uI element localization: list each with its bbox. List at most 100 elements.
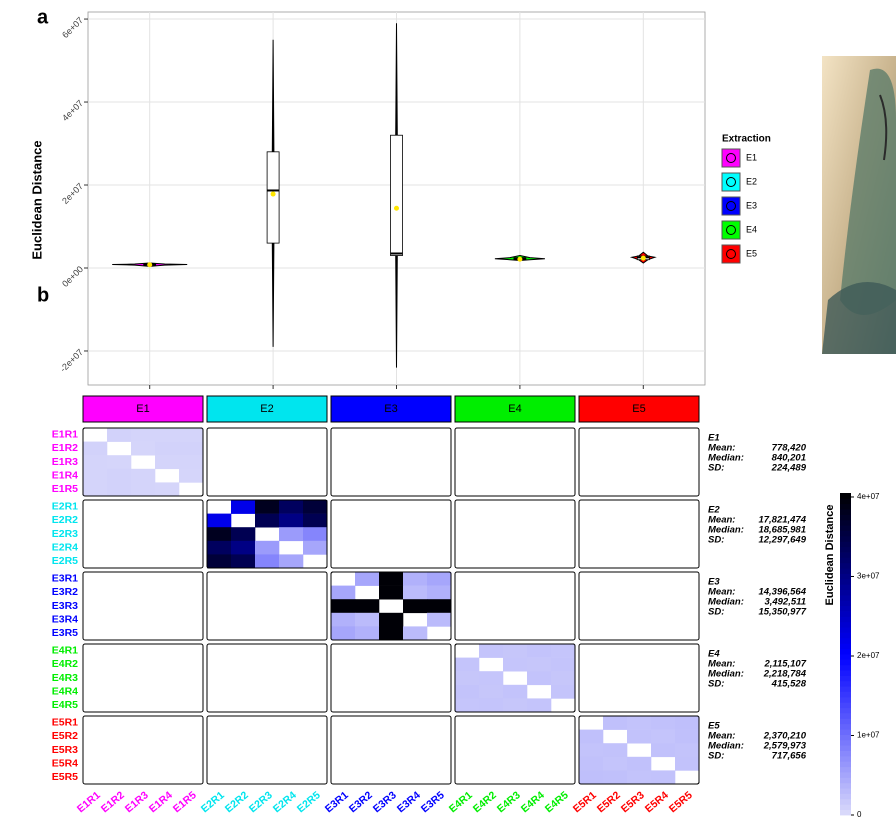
group-header-label: E5 — [632, 403, 645, 415]
heat-cell — [603, 716, 628, 730]
heat-cell — [331, 585, 356, 600]
heat-cell — [155, 455, 180, 470]
colorbar-step — [840, 632, 851, 639]
legend-label: E3 — [746, 200, 757, 210]
block-frame — [578, 643, 700, 713]
colorbar-step — [840, 788, 851, 794]
y-tick-label: 0e+00 — [60, 264, 85, 289]
column-label: E1R4 — [147, 789, 175, 815]
heat-cell — [107, 468, 132, 483]
column-label: E5R2 — [595, 789, 623, 815]
colorbar-step — [840, 584, 851, 590]
mean-dot — [394, 205, 399, 211]
heat-cell — [255, 554, 280, 569]
group-header — [578, 395, 700, 423]
colorbar-tick-label: 2e+07 — [857, 651, 880, 660]
heat-cell — [455, 657, 480, 672]
column-label: E2R3 — [247, 789, 275, 815]
colorbar-step — [840, 621, 851, 628]
column-label: E3R1 — [323, 789, 351, 815]
colorbar-step — [840, 750, 851, 757]
heat-cell — [527, 657, 552, 672]
heat-cell — [155, 482, 180, 497]
group-header — [82, 395, 204, 423]
heat-cell — [527, 698, 552, 713]
heat-cell — [527, 671, 552, 686]
stats-value: 3,492,511 — [764, 597, 806, 608]
heat-cell — [379, 612, 404, 627]
block-frame — [454, 499, 576, 569]
colorbar-step — [840, 654, 851, 660]
row-label: E3R3 — [52, 600, 78, 612]
heat-cell — [579, 756, 604, 771]
heat-cell — [207, 513, 232, 528]
colorbar-step — [840, 675, 851, 682]
heat-cell — [579, 770, 604, 785]
colorbar-step — [840, 804, 851, 811]
row-label: E3R4 — [52, 613, 78, 625]
colorbar-step — [840, 514, 851, 521]
heat-cell — [503, 644, 528, 658]
colorbar-step — [840, 777, 851, 784]
heat-cell — [651, 729, 676, 744]
heat-cell — [331, 626, 356, 641]
colorbar-step — [840, 573, 851, 580]
block-frame — [454, 715, 576, 785]
y-tick-label: 2e+07 — [60, 181, 85, 206]
heat-cell — [675, 716, 700, 730]
heat-cell — [427, 599, 452, 614]
block-frame — [330, 643, 452, 713]
colorbar-step — [840, 600, 851, 607]
y-tick-label: 4e+07 — [60, 98, 85, 123]
heat-cell — [355, 626, 380, 641]
heat-cell — [479, 698, 504, 713]
legend-key — [721, 148, 741, 168]
stats-label: SD: — [708, 679, 724, 690]
colorbar-step — [840, 530, 851, 537]
colorbar-step — [840, 696, 851, 703]
colorbar-step — [840, 755, 851, 762]
heat-cell — [527, 644, 552, 658]
heat-cell — [603, 756, 628, 771]
colorbar-step — [840, 793, 851, 800]
block-frame — [330, 499, 452, 569]
heat-cell — [403, 626, 428, 641]
colorbar-step — [840, 686, 851, 692]
column-label: E2R2 — [223, 789, 251, 815]
heat-cell — [107, 482, 132, 497]
legend-symbol — [726, 201, 736, 211]
column-label: E3R5 — [419, 789, 447, 815]
mean-dot — [147, 262, 153, 268]
heat-cell — [455, 698, 480, 713]
row-label: E5R4 — [52, 757, 78, 769]
legend-key — [721, 196, 741, 216]
heat-cell — [131, 468, 156, 483]
heat-cell — [83, 455, 108, 470]
heat-cell — [455, 684, 480, 699]
stats-label: Mean: — [708, 659, 735, 670]
colorbar-tick-label: 3e+07 — [857, 572, 880, 581]
colorbar-step — [840, 525, 851, 531]
group-header-label: E3 — [384, 403, 397, 415]
heat-cell — [207, 527, 232, 542]
heat-cell — [603, 770, 628, 785]
heat-cell — [379, 626, 404, 641]
heat-cell — [331, 612, 356, 627]
colorbar-tick-label: 1e+07 — [857, 731, 880, 740]
heat-cell — [231, 500, 256, 514]
heat-cell — [675, 756, 700, 771]
group-header-label: E2 — [260, 403, 273, 415]
legend-symbol — [726, 249, 736, 259]
colorbar-step — [840, 691, 851, 698]
block-frame — [578, 499, 700, 569]
heat-cell — [207, 554, 232, 569]
heat-cell — [303, 540, 328, 555]
y-axis-label: Euclidean Distance — [29, 140, 44, 259]
heat-cell — [455, 671, 480, 686]
stats-title: E3 — [708, 577, 720, 588]
heat-cell — [503, 684, 528, 699]
colorbar-step — [840, 772, 851, 778]
column-label: E4R4 — [519, 789, 547, 815]
heat-cell — [551, 644, 576, 658]
